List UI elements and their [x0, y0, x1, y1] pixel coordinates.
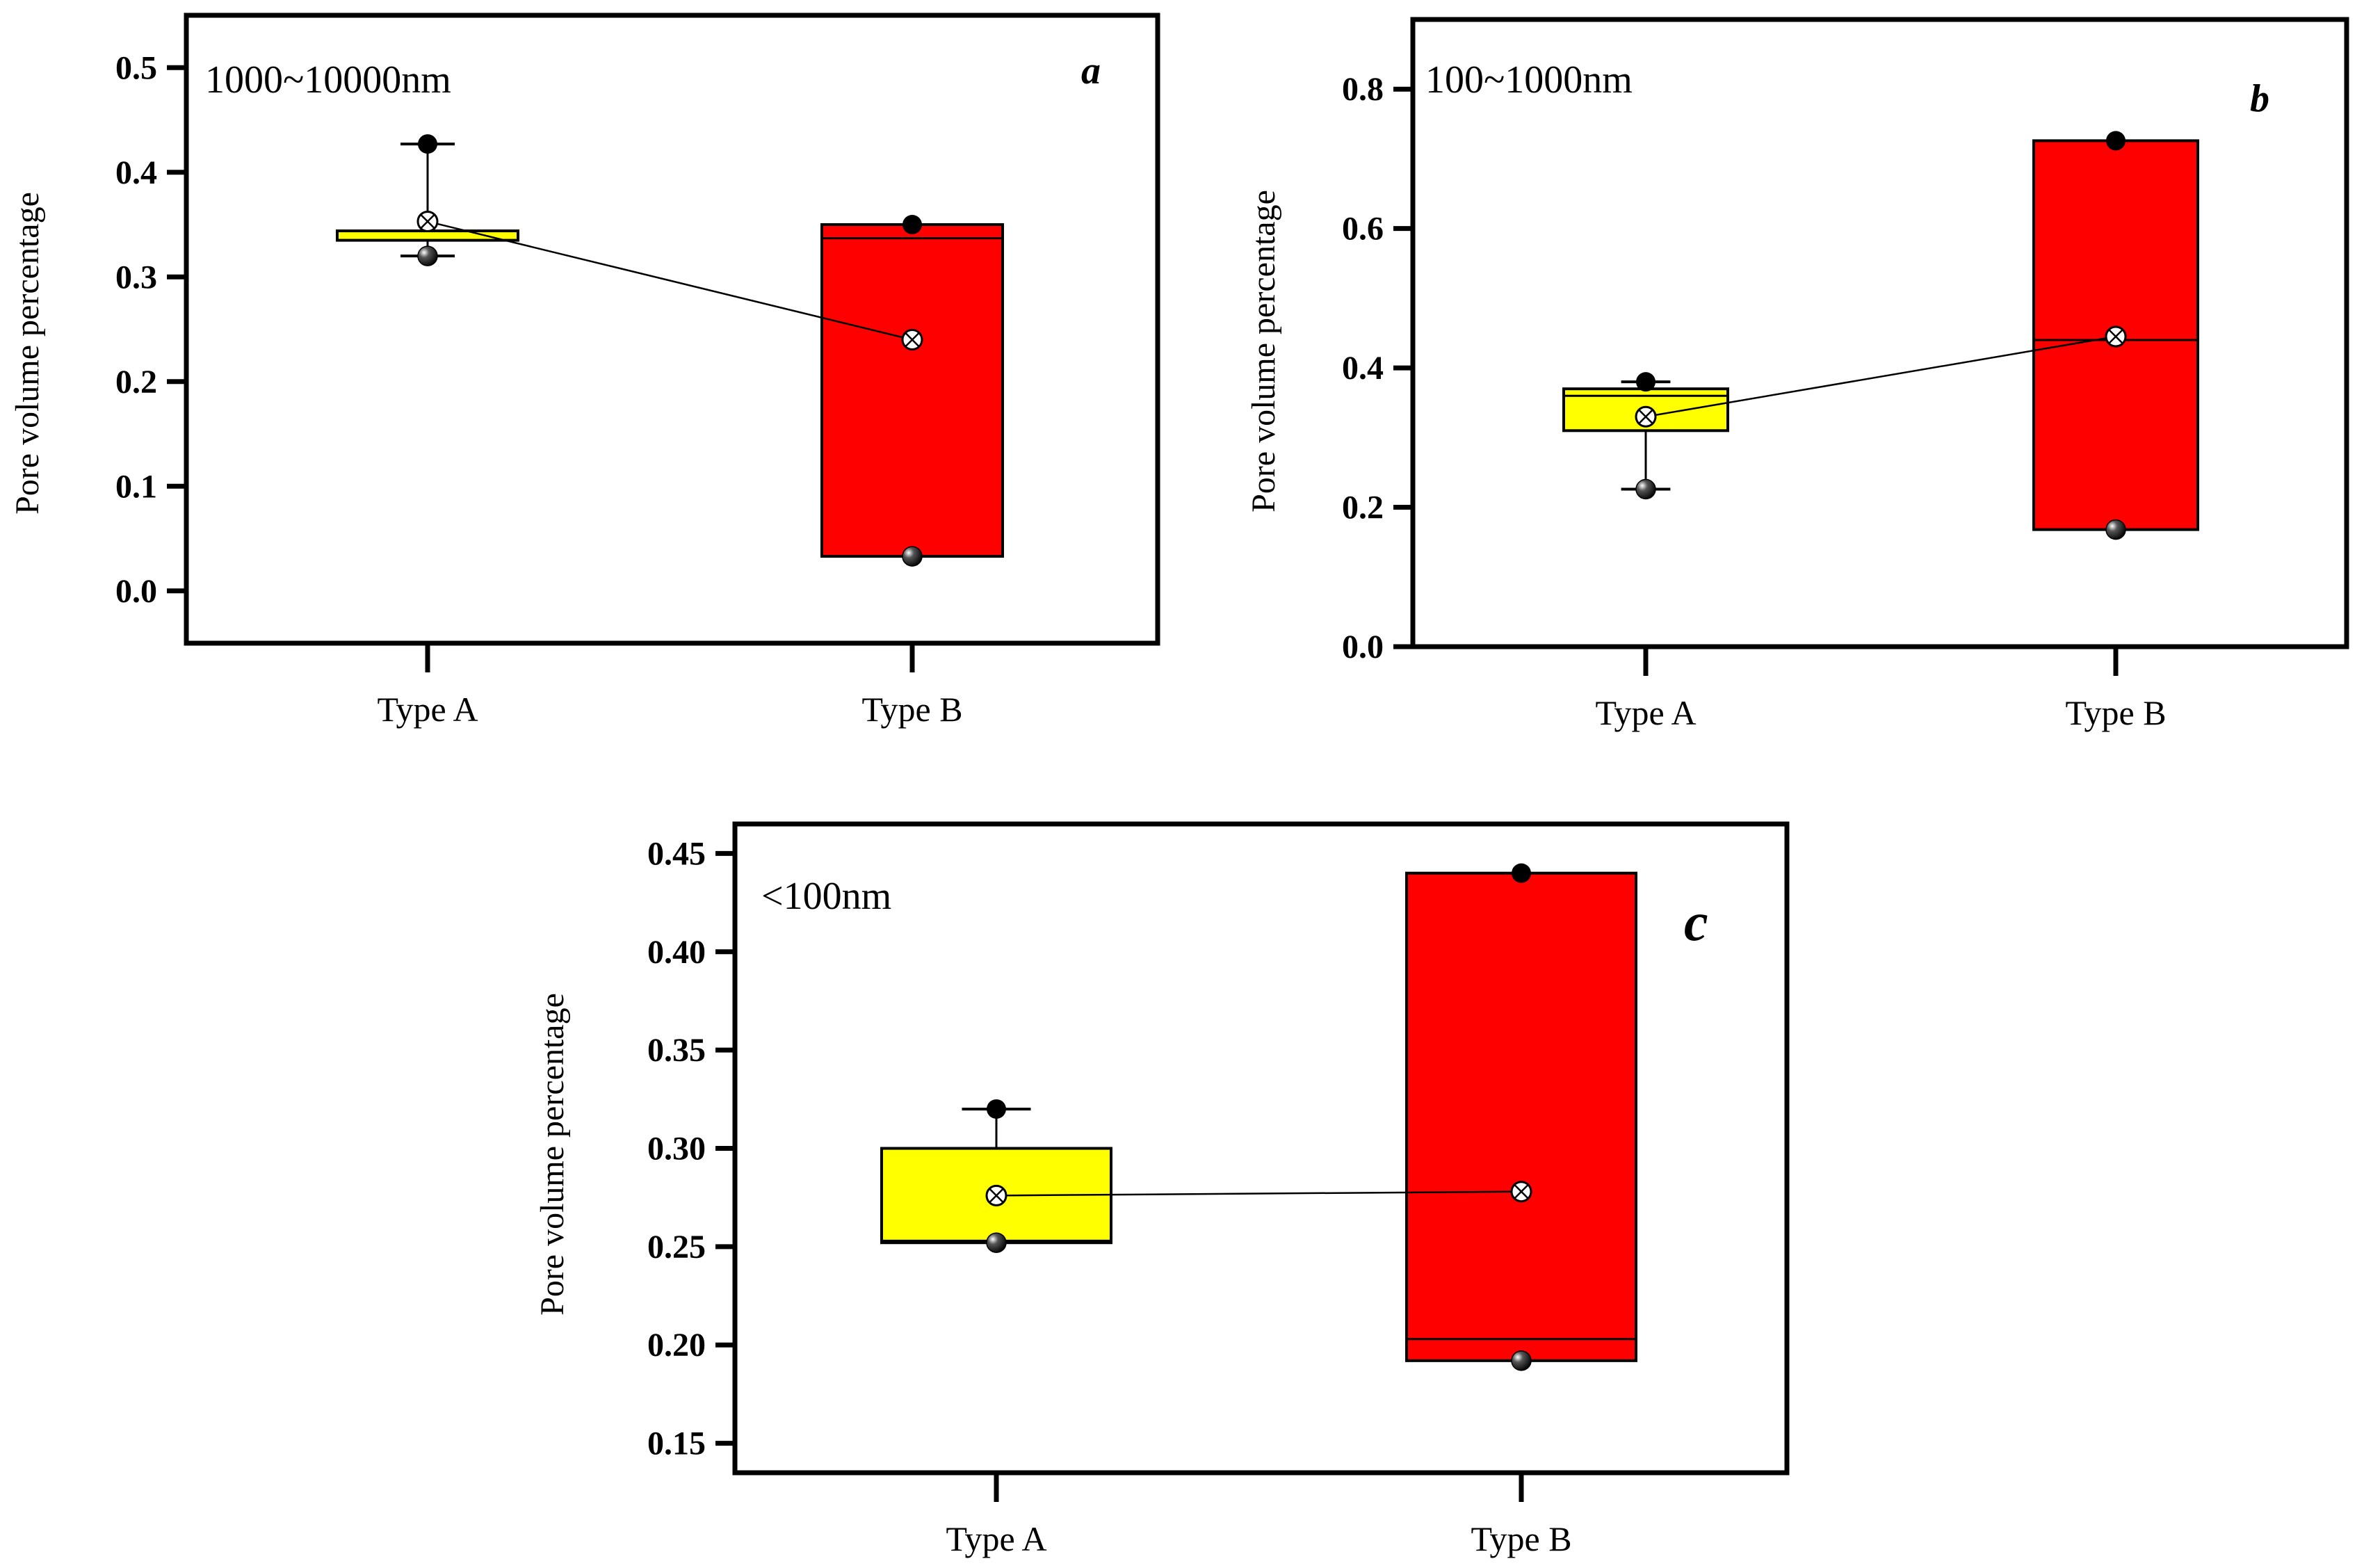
- min-marker: [2105, 519, 2126, 540]
- max-marker: [1636, 372, 1655, 392]
- y-tick-label: 0.35: [647, 1032, 706, 1069]
- y-tick-label: 0.20: [647, 1327, 706, 1364]
- y-tick-label: 0.2: [115, 364, 157, 401]
- x-category-label: Type A: [377, 690, 478, 729]
- y-tick-label: 0.25: [647, 1229, 706, 1266]
- y-tick-label: 0.2: [1342, 490, 1384, 526]
- y-tick-label: 0.4: [115, 154, 157, 191]
- min-marker: [986, 1232, 1007, 1253]
- chart-panel-c: 0.15 0.20 0.25 0.30 0.35 0.40 0.45 Type A Type B…: [534, 821, 1790, 1558]
- y-tick-label: 0.15: [647, 1425, 706, 1462]
- box-type-b: [1405, 871, 1637, 1362]
- panel-letter: c: [1684, 891, 1708, 952]
- y-tick-label: 0.30: [647, 1131, 706, 1167]
- y-tick-label: 0.8: [1342, 71, 1384, 108]
- pore-range-label: <100nm: [761, 875, 891, 918]
- mean-marker-cross: [905, 332, 920, 348]
- mean-marker-cross: [2108, 329, 2123, 344]
- mean-connector-line: [427, 220, 913, 341]
- max-marker: [2106, 131, 2126, 151]
- box-type-b: [820, 223, 1004, 558]
- y-axis-title: Pore volume percentage: [1245, 190, 1282, 512]
- max-marker: [1512, 863, 1531, 883]
- mean-connector-line: [996, 1190, 1522, 1197]
- y-tick-label: 0.5: [115, 49, 157, 86]
- max-marker: [418, 134, 437, 154]
- y-tick-label: 0.3: [115, 259, 157, 296]
- mean-marker-cross: [989, 1188, 1004, 1204]
- min-marker: [902, 546, 923, 567]
- y-tick-label: 0.45: [647, 835, 706, 872]
- pore-range-label: 1000~10000nm: [205, 58, 451, 102]
- y-tick-label: 0.6: [1342, 211, 1384, 248]
- x-category-label: Type A: [946, 1519, 1046, 1558]
- panel-letter: b: [2250, 77, 2269, 120]
- pore-range-label: 100~1000nm: [1425, 58, 1633, 102]
- min-marker: [417, 245, 438, 266]
- y-tick-label: 0.0: [115, 573, 157, 610]
- mean-connector-line: [1645, 335, 2116, 418]
- max-marker: [902, 215, 922, 234]
- x-category-label: Type B: [1471, 1519, 1571, 1558]
- plot-frame: [184, 13, 1160, 646]
- chart-panel-a: 0.0 0.1 0.2 0.3 0.4 0.5 Type A Type B Pore volum…: [9, 13, 1160, 729]
- mean-marker-cross: [1514, 1183, 1529, 1199]
- y-tick-label: 0.40: [647, 934, 706, 971]
- x-category-label: Type B: [861, 690, 962, 729]
- y-axis-title: Pore volume percentage: [9, 192, 46, 515]
- plot-frame: [1410, 17, 2349, 649]
- box-type-a: [336, 229, 519, 242]
- y-tick-label: 0.0: [1342, 629, 1384, 665]
- min-marker: [1511, 1350, 1532, 1371]
- max-marker: [987, 1099, 1006, 1119]
- mean-marker-cross: [1638, 409, 1653, 425]
- x-category-label: Type A: [1595, 693, 1696, 732]
- chart-panel-b: 0.0 0.2 0.4 0.6 0.8 Type A Type B Pore volume p…: [1245, 17, 2349, 732]
- x-category-label: Type B: [2065, 693, 2166, 732]
- y-tick-label: 0.4: [1342, 350, 1384, 387]
- y-axis-title: Pore volume percentage: [534, 993, 571, 1316]
- min-marker: [1635, 478, 1656, 500]
- mean-marker-cross: [420, 213, 435, 229]
- y-tick-label: 0.1: [115, 468, 157, 505]
- panel-letter: a: [1081, 49, 1101, 92]
